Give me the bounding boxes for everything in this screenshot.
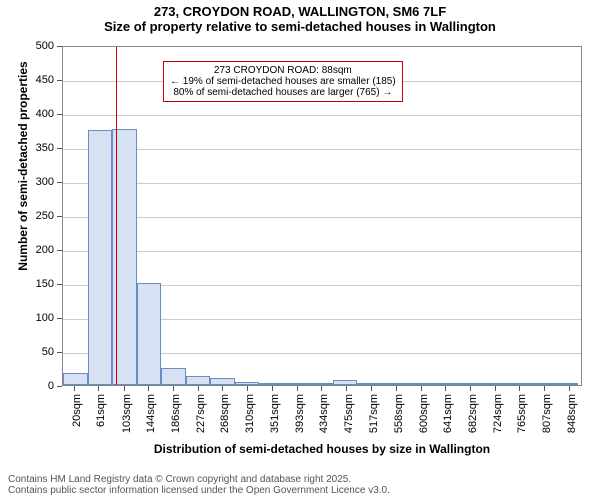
xtick-label: 351sqm (269, 394, 281, 433)
histogram-bar (259, 383, 284, 385)
histogram-bar (88, 130, 113, 385)
xtick-label: 186sqm (170, 394, 182, 433)
xtick-mark (519, 386, 520, 391)
histogram-bar (137, 283, 162, 385)
xtick-mark (445, 386, 446, 391)
xtick-mark (198, 386, 199, 391)
xtick-label: 227sqm (195, 394, 207, 433)
xtick-label: 144sqm (145, 394, 157, 433)
gridline (63, 149, 581, 150)
ytick-mark (57, 216, 62, 217)
ytick-mark (57, 250, 62, 251)
xtick-mark (495, 386, 496, 391)
xtick-label: 682sqm (467, 394, 479, 433)
histogram-chart: 273 CROYDON ROAD: 88sqm← 19% of semi-det… (0, 0, 600, 500)
xtick-label: 393sqm (294, 394, 306, 433)
xtick-mark (321, 386, 322, 391)
histogram-bar (333, 380, 358, 385)
xtick-mark (98, 386, 99, 391)
xtick-mark (297, 386, 298, 391)
xtick-label: 61sqm (95, 394, 107, 427)
plot-area: 273 CROYDON ROAD: 88sqm← 19% of semi-det… (62, 46, 582, 386)
histogram-bar (284, 383, 309, 385)
xtick-mark (272, 386, 273, 391)
xtick-mark (470, 386, 471, 391)
histogram-bar (529, 383, 554, 385)
xtick-label: 103sqm (121, 394, 133, 433)
xtick-label: 724sqm (492, 394, 504, 433)
histogram-bar (63, 373, 88, 385)
xtick-mark (74, 386, 75, 391)
xtick-mark (124, 386, 125, 391)
ytick-mark (57, 318, 62, 319)
xtick-label: 600sqm (418, 394, 430, 433)
xtick-label: 807sqm (541, 394, 553, 433)
ytick-mark (57, 182, 62, 183)
xtick-mark (222, 386, 223, 391)
gridline (63, 217, 581, 218)
histogram-bar (308, 383, 333, 385)
xtick-label: 268sqm (219, 394, 231, 433)
histogram-bar (357, 383, 382, 385)
histogram-bar (406, 383, 431, 385)
x-axis-label: Distribution of semi-detached houses by … (62, 442, 582, 456)
histogram-bar (504, 383, 529, 385)
xtick-label: 20sqm (71, 394, 83, 427)
ytick-mark (57, 284, 62, 285)
annotation-line: ← 19% of semi-detached houses are smalle… (170, 76, 396, 87)
chart-footer: Contains HM Land Registry data © Crown c… (8, 474, 390, 496)
xtick-label: 641sqm (442, 394, 454, 433)
histogram-bar (455, 383, 480, 385)
gridline (63, 183, 581, 184)
footer-line1: Contains HM Land Registry data © Crown c… (8, 474, 390, 485)
ytick-mark (57, 386, 62, 387)
histogram-bar (553, 383, 578, 385)
histogram-bar (161, 368, 186, 385)
xtick-label: 517sqm (368, 394, 380, 433)
footer-line2: Contains public sector information licen… (8, 485, 390, 496)
ytick-mark (57, 148, 62, 149)
reference-line (116, 47, 117, 385)
ytick-label: 50 (22, 346, 54, 358)
annotation-line: 273 CROYDON ROAD: 88sqm (170, 65, 396, 76)
xtick-label: 765sqm (516, 394, 528, 433)
ytick-mark (57, 80, 62, 81)
annotation-box: 273 CROYDON ROAD: 88sqm← 19% of semi-det… (163, 61, 403, 102)
xtick-label: 475sqm (343, 394, 355, 433)
xtick-mark (421, 386, 422, 391)
xtick-mark (173, 386, 174, 391)
xtick-mark (569, 386, 570, 391)
xtick-mark (371, 386, 372, 391)
histogram-bar (382, 383, 407, 385)
xtick-label: 310sqm (244, 394, 256, 433)
xtick-label: 558sqm (393, 394, 405, 433)
histogram-bar (480, 383, 505, 385)
xtick-mark (148, 386, 149, 391)
xtick-mark (247, 386, 248, 391)
histogram-bar (235, 382, 260, 385)
ytick-label: 0 (22, 380, 54, 392)
gridline (63, 251, 581, 252)
xtick-mark (396, 386, 397, 391)
histogram-bar (186, 376, 211, 385)
y-axis-label: Number of semi-detached properties (16, 0, 30, 336)
annotation-line: 80% of semi-detached houses are larger (… (170, 87, 396, 98)
xtick-label: 848sqm (566, 394, 578, 433)
ytick-mark (57, 46, 62, 47)
histogram-bar (210, 378, 235, 385)
xtick-mark (346, 386, 347, 391)
ytick-mark (57, 352, 62, 353)
gridline (63, 115, 581, 116)
xtick-label: 434sqm (318, 394, 330, 433)
histogram-bar (431, 383, 456, 385)
xtick-mark (544, 386, 545, 391)
ytick-mark (57, 114, 62, 115)
